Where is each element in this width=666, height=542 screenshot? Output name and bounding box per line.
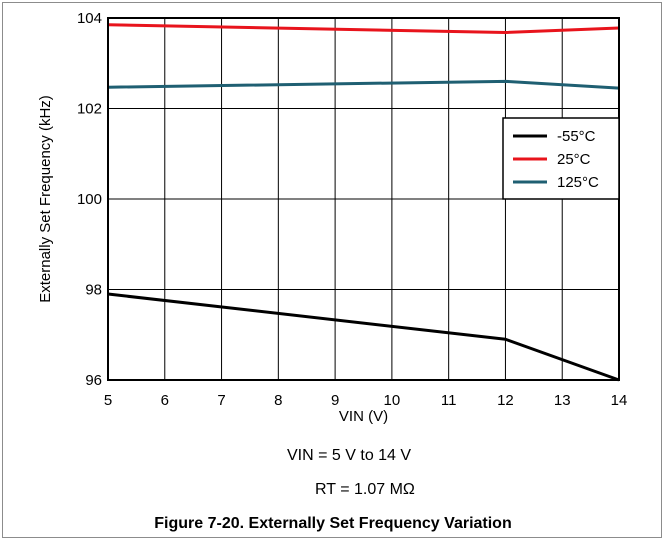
x-tick-label: 11 <box>441 392 457 409</box>
y-tick-label: 104 <box>77 10 102 27</box>
x-tick-label: 13 <box>554 392 571 409</box>
x-tick-label: 9 <box>331 392 339 409</box>
x-tick-label: 10 <box>384 392 401 409</box>
legend: -55°C 25°C 125°C <box>502 117 620 200</box>
figure-caption: Figure 7-20. Externally Set Frequency Va… <box>154 515 512 532</box>
y-tick-label: 100 <box>77 191 102 208</box>
y-tick-label: 98 <box>85 282 102 299</box>
series-line-0 <box>107 292 620 382</box>
x-tick-label: 5 <box>104 392 112 409</box>
x-tick-labels: 5 6 7 8 9 10 11 12 13 14 <box>104 392 628 409</box>
legend-label: 125°C <box>557 174 599 191</box>
condition-rt-value: RT = 1.07 MΩ <box>315 481 415 498</box>
x-axis-title: VIN (V) <box>339 408 388 425</box>
x-tick-label: 8 <box>274 392 282 409</box>
x-tick-label: 6 <box>161 392 169 409</box>
series-line-2 <box>107 79 620 90</box>
x-tick-label: 7 <box>217 392 225 409</box>
condition-vin-range: VIN = 5 V to 14 V <box>287 447 412 464</box>
legend-label: 25°C <box>557 151 591 168</box>
y-axis-title: Externally Set Frequency (kHz) <box>37 95 54 303</box>
y-tick-labels: 96 98 100 102 104 <box>77 10 102 389</box>
legend-label: -55°C <box>557 128 596 145</box>
y-tick-label: 96 <box>85 372 102 389</box>
x-tick-label: 14 <box>611 392 628 409</box>
series-line-1 <box>107 23 620 34</box>
series-lines <box>107 23 620 382</box>
x-tick-label: 12 <box>497 392 514 409</box>
y-tick-label: 102 <box>77 101 102 118</box>
